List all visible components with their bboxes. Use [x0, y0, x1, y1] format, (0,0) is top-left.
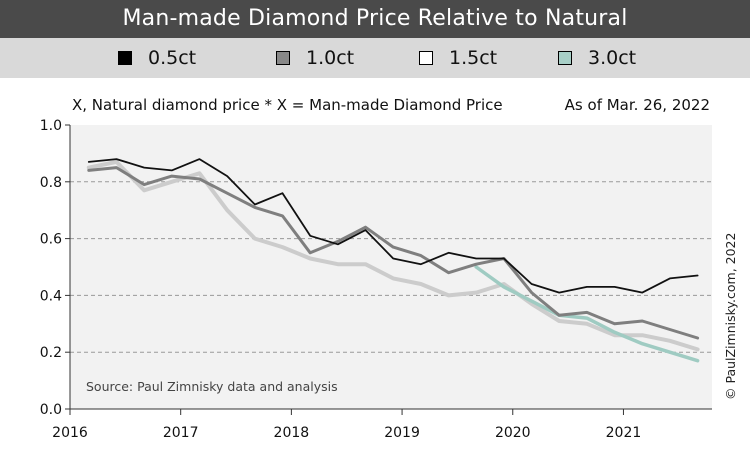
series-line-3-0ct [474, 265, 700, 363]
chart-title: Man-made Diamond Price Relative to Natur… [0, 0, 750, 38]
x-tick-label: 2021 [606, 425, 642, 441]
legend-label-1-0ct: 1.0ct [306, 47, 355, 69]
as-of-date: As of Mar. 26, 2022 [565, 96, 710, 114]
y-tick-label: 0.8 [40, 175, 62, 191]
x-tick-label: 2016 [52, 425, 88, 441]
chart-subtitle: X, Natural diamond price * X = Man-made … [72, 96, 503, 114]
y-tick-label: 0.2 [40, 345, 62, 361]
series-line-1-0ct [87, 166, 700, 340]
legend-swatch-0-5ct [118, 51, 132, 65]
legend-item-3-0ct: 3.0ct [558, 38, 636, 78]
legend-swatch-1-5ct [419, 51, 433, 65]
legend-item-1-0ct: 1.0ct [276, 38, 354, 78]
legend-swatch-3-0ct [558, 51, 572, 65]
x-tick-label: 2017 [163, 425, 199, 441]
legend-label-1-5ct: 1.5ct [449, 47, 498, 69]
axes: 0.0 0.2 0.4 0.6 0.8 1.0 2016 2017 2018 2019 2020 20… [40, 118, 712, 441]
line-chart: 0.0 0.2 0.4 0.6 0.8 1.0 2016 2017 2018 2019 2020 20… [40, 96, 738, 441]
plot-area [70, 125, 712, 409]
series-line-1-5ct [86, 159, 700, 352]
x-tick-label: 2019 [384, 425, 420, 441]
series-line-0-5ct [87, 158, 699, 294]
legend-item-1-5ct: 1.5ct [419, 38, 497, 78]
legend-label-0-5ct: 0.5ct [148, 47, 197, 69]
x-tick-label: 2018 [274, 425, 310, 441]
y-tick-label: 0.4 [40, 288, 62, 304]
copyright-credit: © PaulZimnisky.com, 2022 [723, 233, 738, 400]
y-tick-label: 1.0 [40, 118, 62, 134]
legend-swatch-1-0ct [276, 51, 290, 65]
source-note: Source: Paul Zimnisky data and analysis [86, 379, 338, 394]
x-tick-label: 2020 [495, 425, 531, 441]
legend-label-3-0ct: 3.0ct [588, 47, 637, 69]
series-lines [86, 158, 700, 363]
legend: 0.5ct 1.0ct 1.5ct 3.0ct [0, 38, 750, 78]
y-tick-label: 0.6 [40, 232, 62, 248]
legend-item-0-5ct: 0.5ct [118, 38, 196, 78]
y-tick-label: 0.0 [40, 402, 62, 418]
